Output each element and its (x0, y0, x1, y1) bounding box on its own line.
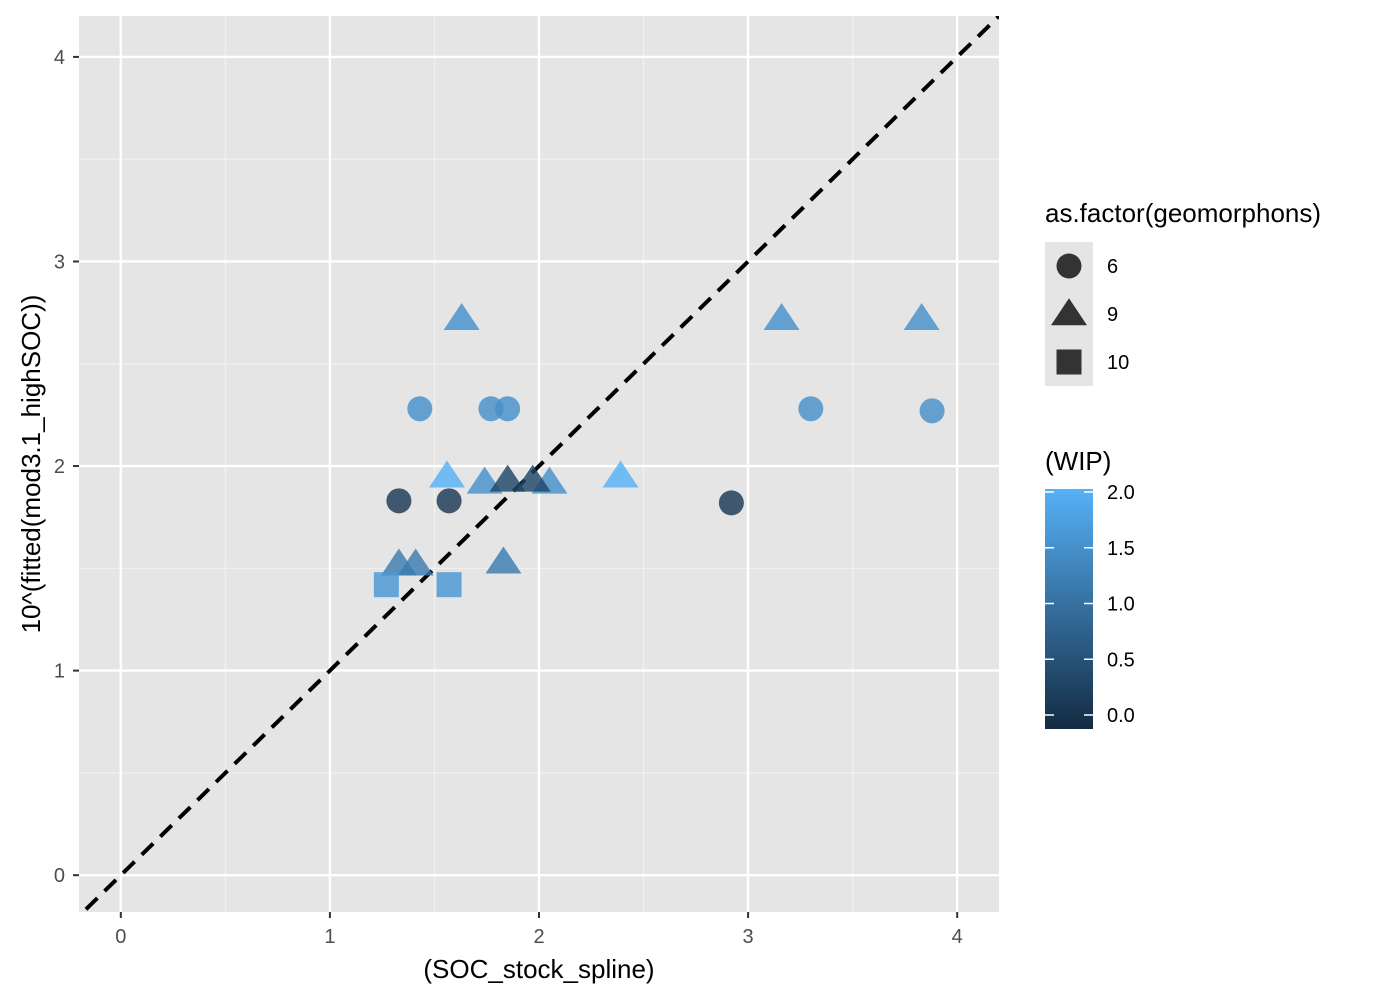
data-point-square (436, 572, 462, 598)
data-point-triangle (763, 303, 800, 331)
data-point-circle (436, 488, 462, 514)
identity-reference-line (80, 16, 999, 912)
shape-legend-label: 6 (1107, 256, 1118, 278)
x-tick-label: 3 (743, 926, 754, 948)
data-point-circle (407, 396, 433, 422)
data-point-circle (495, 396, 521, 422)
x-axis-ticks: 0 1 2 3 4 (115, 912, 963, 948)
colorbar-tick-label: 2.0 (1107, 482, 1135, 504)
data-point-triangle (443, 303, 480, 331)
data-point-triangle (397, 548, 434, 576)
y-tick-label: 0 (54, 865, 65, 887)
y-tick-label: 2 (54, 456, 65, 478)
y-axis-title: 10^(fitted(mod3.1_highSOC)) (16, 295, 46, 634)
shape-legend: as.factor(geomorphons) 6 9 10 (1045, 198, 1321, 386)
colorbar-tick-label: 1.0 (1107, 594, 1135, 616)
shape-legend-label: 9 (1107, 304, 1118, 326)
y-axis-ticks: 0 1 2 3 4 (54, 47, 79, 887)
legend-triangle-icon (1051, 298, 1087, 326)
y-tick-label: 1 (54, 661, 65, 683)
data-points (373, 303, 945, 598)
colorbar-tick-label: 1.5 (1107, 538, 1135, 560)
legend-square-icon (1056, 349, 1082, 375)
colorbar (1045, 489, 1093, 729)
color-legend-title: (WIP) (1045, 446, 1111, 476)
data-point-triangle (489, 464, 526, 492)
colorbar-tick-label: 0.0 (1107, 705, 1135, 727)
data-point-circle (919, 398, 945, 424)
data-point-triangle (514, 464, 551, 492)
color-legend: (WIP) 2.0 1.5 1.0 0.5 0.0 (1045, 446, 1135, 729)
data-point-circle (798, 396, 824, 422)
data-point-circle (718, 490, 744, 516)
x-tick-label: 2 (533, 926, 544, 948)
legend-circle-icon (1056, 253, 1082, 279)
data-point-triangle (429, 460, 465, 488)
x-axis-title: (SOC_stock_spline) (423, 954, 654, 984)
y-tick-label: 3 (54, 251, 65, 273)
shape-legend-label: 10 (1107, 352, 1129, 374)
x-tick-label: 0 (115, 926, 126, 948)
x-tick-label: 1 (324, 926, 335, 948)
data-point-triangle (903, 303, 940, 331)
data-point-square (373, 572, 399, 598)
y-tick-label: 4 (54, 47, 65, 69)
shape-legend-title: as.factor(geomorphons) (1045, 198, 1321, 228)
x-tick-label: 4 (952, 926, 963, 948)
data-point-triangle (602, 460, 639, 488)
data-point-circle (386, 488, 412, 514)
colorbar-tick-label: 0.5 (1107, 649, 1135, 671)
data-point-triangle (485, 546, 522, 574)
